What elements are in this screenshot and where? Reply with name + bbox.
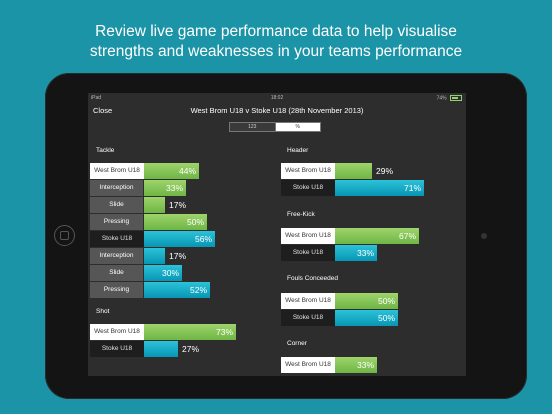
section-title-tackle: Tackle <box>96 147 115 154</box>
stat-bar <box>144 248 165 264</box>
team-label: West Brom U18 <box>90 324 144 340</box>
headline-line-1: Review live game performance data to hel… <box>95 23 457 40</box>
team-label: West Brom U18 <box>281 357 335 373</box>
team-label: West Brom U18 <box>281 228 335 244</box>
stat-bar: 73% <box>144 324 236 340</box>
section-title-corner: Corner <box>287 340 307 347</box>
home-button[interactable] <box>54 225 75 246</box>
stat-bar: 56% <box>144 231 215 247</box>
stat-bar: 67% <box>335 228 419 244</box>
stat-value: 33% <box>165 183 183 193</box>
section-title-free-kick: Free-Kick <box>287 211 315 218</box>
stat-bar <box>144 197 165 213</box>
stat-value: 17% <box>169 200 187 210</box>
stat-value: 67% <box>398 231 416 241</box>
stat-value: 29% <box>376 166 394 176</box>
stat-bar: 50% <box>335 293 398 309</box>
stat-sub-label: Slide <box>90 265 143 281</box>
section-title-fouls-conceeded: Fouls Conceeded <box>287 275 338 282</box>
team-label: Stoke U18 <box>281 310 335 326</box>
stat-value: 30% <box>161 268 179 278</box>
battery-status: 74% <box>437 95 462 101</box>
close-button[interactable]: Close <box>93 106 113 115</box>
stat-bar: 52% <box>144 282 210 298</box>
stat-bar: 44% <box>144 163 199 179</box>
stat-sub-label: Slide <box>90 197 143 213</box>
stat-value: 50% <box>377 313 395 323</box>
team-label: West Brom U18 <box>281 163 335 179</box>
stat-bar <box>335 163 372 179</box>
stat-value: 50% <box>186 217 204 227</box>
status-time: 18:02 <box>270 95 284 101</box>
segment-percent[interactable]: % <box>275 123 320 131</box>
stat-bar <box>144 341 178 357</box>
team-label: Stoke U18 <box>90 341 144 357</box>
stat-value: 56% <box>194 234 212 244</box>
stat-bar: 33% <box>335 357 377 373</box>
stat-bar: 71% <box>335 180 424 196</box>
team-label: West Brom U18 <box>281 293 335 309</box>
team-label: Stoke U18 <box>281 180 335 196</box>
headline: Review live game performance data to hel… <box>0 22 552 62</box>
stat-value: 50% <box>377 296 395 306</box>
team-label: West Brom U18 <box>90 163 144 179</box>
stat-value: 17% <box>169 251 187 261</box>
team-label: Stoke U18 <box>281 245 335 261</box>
status-bar: iPad 18:02 74% <box>88 93 466 102</box>
battery-percent: 74% <box>436 95 447 102</box>
stat-value: 73% <box>215 327 233 337</box>
stat-value: 44% <box>178 166 196 176</box>
stat-value: 33% <box>356 248 374 258</box>
headline-line-2: strengths and weaknesses in your teams p… <box>89 43 463 60</box>
stat-bar: 33% <box>335 245 377 261</box>
stat-sub-label: Pressing <box>90 282 143 298</box>
stat-bar: 33% <box>144 180 186 196</box>
team-label: Stoke U18 <box>90 231 144 247</box>
stat-sub-label: Pressing <box>90 214 143 230</box>
stat-value: 71% <box>403 183 421 193</box>
section-title-shot: Shot <box>96 308 110 315</box>
section-title-header: Header <box>287 147 309 154</box>
display-mode-toggle[interactable]: 123 % <box>229 122 321 132</box>
nav-bar: Close West Brom U18 v Stoke U18 (28th No… <box>88 102 466 117</box>
stat-bar: 50% <box>335 310 398 326</box>
stat-bar: 50% <box>144 214 207 230</box>
camera-icon <box>481 233 487 239</box>
stat-bar: 30% <box>144 265 182 281</box>
battery-icon <box>450 95 462 101</box>
stat-value: 33% <box>356 360 374 370</box>
stat-sub-label: Interception <box>90 180 143 196</box>
stat-sub-label: Interception <box>90 248 143 264</box>
stat-value: 27% <box>182 344 200 354</box>
device-label: iPad <box>91 95 102 101</box>
match-title: West Brom U18 v Stoke U18 (28th November… <box>190 106 364 115</box>
segment-count[interactable]: 123 <box>230 123 276 131</box>
app-screen: iPad 18:02 74% Close West Brom U18 v Sto… <box>88 93 466 376</box>
stat-value: 52% <box>189 285 207 295</box>
